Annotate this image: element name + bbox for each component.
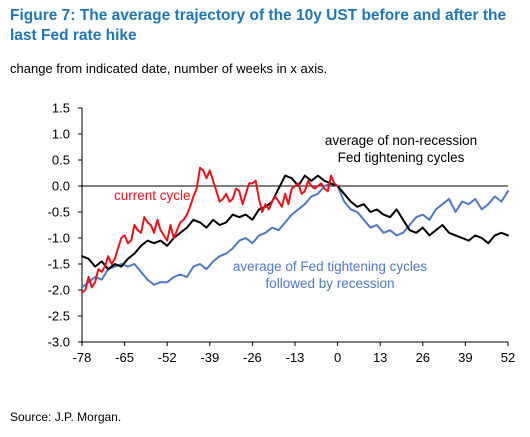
annotation-text: Fed tightening cycles (338, 150, 465, 165)
x-tick-label: -78 (73, 350, 92, 365)
recession-series-line (81, 182, 509, 289)
y-tick-label: -3.0 (48, 335, 70, 350)
y-tick-label: -2.0 (48, 283, 70, 298)
x-tick-label: -39 (200, 350, 219, 365)
x-tick-label: 52 (501, 350, 515, 365)
chart-subtitle: change from indicated date, number of we… (10, 61, 328, 76)
x-tick-label: -65 (115, 350, 134, 365)
annotation-text: average of non-recession (325, 133, 477, 148)
source-note: Source: J.P. Morgan. (10, 410, 122, 424)
x-tick-label: -13 (286, 350, 305, 365)
annotation-text: average of Fed tightening cycles (233, 259, 428, 274)
x-tick-label: -52 (158, 350, 177, 365)
x-tick-label: 39 (458, 350, 472, 365)
annotation-text: current cycle (114, 188, 191, 203)
y-tick-label: 0.0 (52, 179, 70, 194)
y-tick-label: -0.5 (48, 205, 70, 220)
y-tick-label: 0.5 (52, 153, 70, 168)
current-series-line (81, 166, 339, 294)
y-tick-label: 1.5 (52, 101, 70, 116)
y-tick-label: 1.0 (52, 127, 70, 142)
x-tick-label: 0 (334, 350, 341, 365)
chart-title: Figure 7: The average trajectory of the … (10, 7, 507, 44)
x-tick-label: 13 (373, 350, 387, 365)
nonrecession-series-line (81, 174, 509, 271)
annotation-text: followed by recession (265, 276, 394, 291)
y-tick-label: -1.5 (48, 257, 70, 272)
y-tick-label: -1.0 (48, 231, 70, 246)
x-tick-label: -26 (243, 350, 262, 365)
y-tick-label: -2.5 (48, 309, 70, 324)
x-tick-label: 26 (416, 350, 430, 365)
